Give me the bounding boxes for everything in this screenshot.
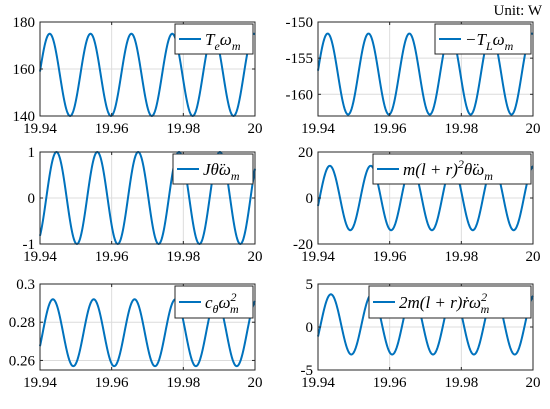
y-tick-label: 20 [298, 145, 313, 161]
x-tick-label: 19.98 [166, 249, 200, 265]
x-tick-label: 19.94 [301, 249, 335, 265]
axes-box [317, 21, 534, 117]
y-tick-label: 140 [13, 109, 36, 125]
y-tick-label: 0 [28, 191, 36, 207]
x-tick-label: 19.94 [301, 375, 335, 391]
y-tick-label: -5 [301, 363, 314, 379]
x-tick-label: 20 [248, 249, 263, 265]
y-tick-label: 5 [306, 277, 314, 293]
x-tick-label: 19.96 [373, 375, 407, 391]
x-tick-label: 19.96 [95, 121, 129, 137]
x-tick-label: 20 [526, 375, 541, 391]
y-tick-label: -150 [286, 15, 314, 31]
chart-panel-1: 19.94 19.96 19.98 20 140 160 180 Teωm [13, 15, 263, 137]
y-tick-label: 160 [13, 62, 36, 78]
x-tick-label: 19.98 [444, 249, 478, 265]
legend-entry: Teωm [205, 30, 241, 53]
x-tick-label: 19.94 [23, 249, 57, 265]
chart-panel-5: 19.94 19.96 19.98 20 0.26 0.28 0.3 cθω2 m [9, 277, 263, 391]
x-tick-label: 19.94 [23, 121, 57, 137]
legend-box [174, 285, 254, 319]
x-tick-label: 19.96 [373, 249, 407, 265]
y-tick-label: 0.28 [9, 315, 35, 331]
chart-panel-4: 19.94 19.96 19.98 20 -20 0 20 m(l + r)2θ̈ωm [293, 145, 541, 265]
legend-entry: Jθ̈ωm [203, 160, 240, 183]
x-tick-label: 19.98 [444, 121, 478, 137]
x-tick-label: 20 [248, 375, 263, 391]
y-tick-label: -155 [286, 51, 314, 67]
y-tick-label: 1 [28, 145, 36, 161]
unit-label: Unit: W [494, 3, 543, 19]
chart-panel-3: 19.94 19.96 19.98 20 -1 0 1 Jθ̈ωm [23, 145, 263, 265]
y-tick-label: -20 [293, 237, 313, 253]
chart-panel-2: 19.94 19.96 19.98 20 -160 -155 -150 −TLωm [286, 15, 541, 137]
x-tick-label: 20 [248, 121, 263, 137]
y-tick-label: -1 [23, 237, 36, 253]
y-tick-label: -160 [286, 87, 314, 103]
x-tick-label: 19.94 [23, 375, 57, 391]
legend-box [368, 285, 532, 319]
axes-box [39, 283, 256, 371]
x-tick-label: 19.96 [95, 375, 129, 391]
legend-entry: 2m(l + r)ṙω2 m [399, 290, 490, 316]
x-tick-label: 19.98 [166, 121, 200, 137]
y-tick-label: 0.3 [16, 277, 35, 293]
x-tick-label: 19.96 [95, 249, 129, 265]
x-tick-label: 19.98 [166, 375, 200, 391]
y-tick-label: 0 [306, 320, 314, 336]
x-tick-label: 19.96 [373, 121, 407, 137]
y-tick-label: 0.26 [9, 353, 36, 369]
legend-entry: m(l + r)2θ̈ωm [403, 157, 493, 183]
legend-entry: cθω2 m [205, 290, 239, 316]
legend-entry: −TLωm [465, 30, 514, 53]
legend-box [372, 153, 532, 185]
chart-panel-6: 19.94 19.96 19.98 20 -5 0 5 2m(l + r)ṙω2 m [301, 277, 541, 391]
x-tick-label: 20 [526, 249, 541, 265]
y-tick-label: 0 [306, 191, 314, 207]
x-tick-label: 19.94 [301, 121, 335, 137]
x-tick-label: 19.98 [444, 375, 478, 391]
y-tick-label: 180 [13, 15, 36, 31]
x-tick-label: 20 [526, 121, 541, 137]
